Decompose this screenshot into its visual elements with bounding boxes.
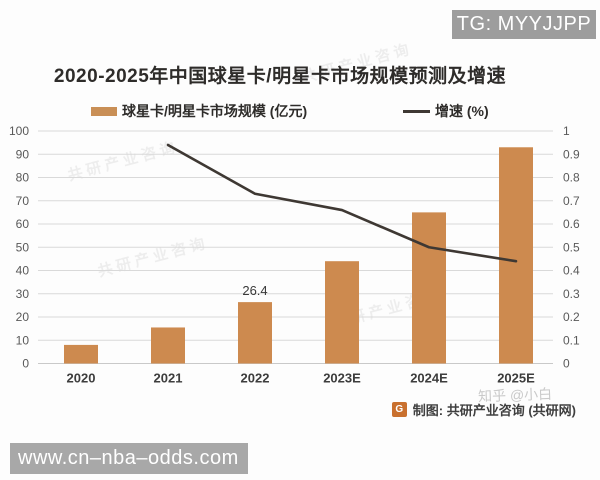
data-label-2022: 26.4 [242,283,267,298]
left-axis-tick: 10 [16,333,30,347]
left-axis-tick: 50 [16,240,30,254]
left-axis-tick: 90 [16,147,30,161]
right-axis-tick: 0.3 [563,287,580,301]
right-axis-tick: 0.7 [563,194,580,208]
bar-2025E [499,147,533,364]
right-axis-tick: 0.8 [563,171,580,185]
left-axis-tick: 60 [16,217,30,231]
x-axis-label-2022: 2022 [241,371,270,386]
bar-2024E [412,212,446,364]
bar-series-swatch-icon [91,106,117,116]
left-axis-tick: 80 [16,171,30,185]
right-axis-tick: 1 [563,124,570,138]
bar-2022 [238,302,272,364]
x-axis-label-2020: 2020 [67,371,96,386]
bar-2021 [151,327,185,364]
gongyan-logo-icon: G [391,401,407,417]
left-axis-tick: 20 [16,310,30,324]
legend-item-growth-rate: 增速 (%) [403,102,489,120]
left-axis-tick: 0 [22,357,29,371]
legend-label-growth-rate: 增速 (%) [435,103,489,119]
x-axis-label-2025E: 2025E [497,371,535,386]
line-series-swatch-icon [403,109,430,113]
x-axis-label-2021: 2021 [154,371,183,386]
legend-label-market-size: 球星卡/明星卡市场规模 (亿元) [122,103,308,119]
left-axis-tick: 70 [16,194,30,208]
x-axis-label-2024E: 2024E [410,371,448,386]
left-axis-tick: 100 [9,124,29,138]
right-axis-tick: 0.1 [563,333,580,347]
left-axis-tick: 30 [16,287,30,301]
right-axis-tick: 0.6 [563,217,580,231]
url-watermark: www.cn–nba–odds.com [10,443,248,474]
market-size-growth-chart: 0 10 20 30 40 50 60 70 80 90 100 0 0.1 0.2 0.3 0.4 0.5 0.… [9,124,580,386]
right-axis-tick: 0 [563,357,570,371]
x-axis-label-2023E: 2023E [323,371,361,386]
tg-contact-badge: TG: MYYJJPP [452,10,596,39]
footer-credit: G 制图: 共研产业咨询 (共研网) [391,401,576,418]
bar-2020 [64,344,98,364]
right-axis-tick: 0.2 [563,310,580,324]
footer-credit-text: 制图: 共研产业咨询 (共研网) [412,402,576,418]
chart-title: 2020-2025年中国球星卡/明星卡市场规模预测及增速 [53,66,507,87]
legend-item-market-size: 球星卡/明星卡市场规模 (亿元) [91,102,307,120]
growth-rate-line [166,143,518,263]
left-axis-tick: 40 [16,264,30,278]
right-axis-tick: 0.5 [563,240,580,254]
right-axis-tick: 0.4 [563,264,580,278]
bar-2023E [325,261,359,364]
right-axis-tick: 0.9 [563,147,580,161]
